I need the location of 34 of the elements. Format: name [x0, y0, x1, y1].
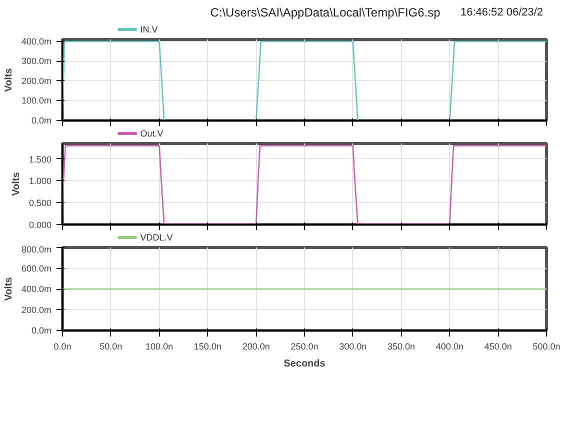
y-tick-label: 1.500 [28, 154, 52, 164]
x-tick-label: 0.0n [54, 342, 72, 352]
y-axis-title: Volts [10, 172, 22, 196]
x-tick-label: 150.0n [194, 342, 222, 352]
chart-title: C:\Users\SAI\AppData\Local\Temp\FIG6.sp [210, 6, 441, 20]
y-axis-title: Volts [3, 68, 14, 92]
y-tick-label: 1.000 [28, 176, 52, 186]
x-tick-label: 50.0n [100, 342, 122, 352]
y-tick-label: 0.500 [28, 198, 52, 208]
y-tick-label: 800.0m [21, 244, 52, 254]
y-tick-label: 400.0m [21, 36, 52, 46]
y-tick-label: 0.0m [31, 326, 52, 336]
y-axis-title: Volts [3, 276, 14, 301]
y-tick-label: 200.0m [21, 76, 52, 86]
x-tick-label: 450.0n [484, 342, 512, 352]
text: 16:46:52 06/23/2 [460, 6, 544, 19]
y-tick-label: 0.000 [28, 220, 52, 230]
y-tick-label: 400.0m [21, 284, 52, 294]
y-tick-label: 200.0m [21, 304, 52, 315]
y-tick-label: 600.0m [21, 263, 52, 274]
x-tick-label: 350.0n [388, 342, 416, 352]
x-tick-label: 500.0n [532, 342, 560, 352]
x-tick-label: 250.0n [290, 342, 318, 352]
legend-label: Out.V [140, 128, 164, 138]
x-axis-title: Seconds [284, 358, 326, 370]
legend-label: VDDL.V [140, 232, 173, 242]
x-tick-label: 400.0n [436, 342, 464, 352]
y-tick-label: 100.0m [21, 96, 52, 106]
x-tick-label: 100.0n [146, 342, 174, 352]
y-tick-label: 300.0m [21, 56, 52, 66]
legend-label: IN.V [140, 24, 158, 34]
x-tick-label: 300.0n [339, 342, 367, 352]
y-tick-label: 0.0m [31, 116, 52, 126]
x-tick-label: 200.0n [242, 342, 270, 352]
